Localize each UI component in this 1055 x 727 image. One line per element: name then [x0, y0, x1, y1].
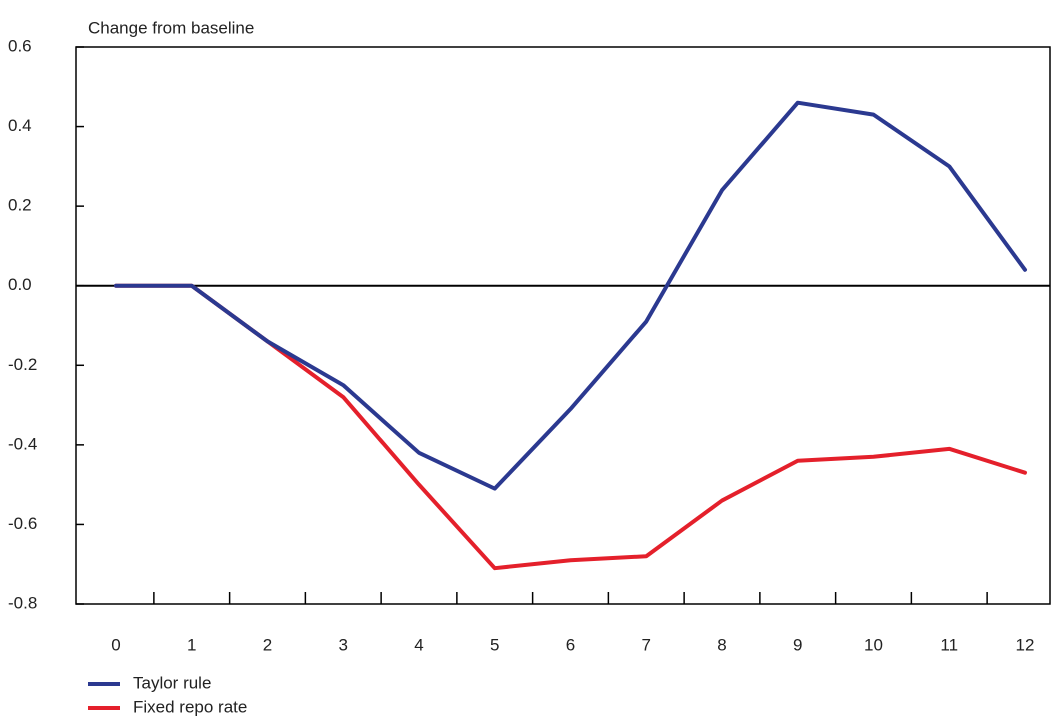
y-tick-label: 0.0 — [8, 275, 32, 294]
x-tick-label: 10 — [864, 635, 883, 654]
y-tick-label: -0.6 — [8, 514, 37, 533]
y-tick-label: 0.4 — [8, 116, 32, 135]
x-tick-label: 1 — [187, 635, 196, 654]
x-tick-label: 12 — [1016, 635, 1035, 654]
x-tick-label: 2 — [263, 635, 272, 654]
x-tick-label: 7 — [642, 635, 651, 654]
y-tick-label: -0.4 — [8, 434, 37, 453]
x-tick-label: 8 — [717, 635, 726, 654]
x-tick-label: 0 — [111, 635, 120, 654]
y-axis-label: Change from baseline — [88, 18, 254, 37]
series-line — [114, 100, 1027, 491]
x-tick-label: 9 — [793, 635, 802, 654]
x-tick-label: 5 — [490, 635, 499, 654]
x-tick-label: 6 — [566, 635, 575, 654]
x-tick-label: 11 — [940, 635, 958, 654]
plot-frame — [75, 46, 1051, 605]
y-tick-label: -0.8 — [8, 593, 37, 612]
legend-label: Taylor rule — [133, 673, 211, 692]
x-tick-label: 4 — [414, 635, 423, 654]
legend-label: Fixed repo rate — [133, 697, 247, 716]
y-tick-label: 0.2 — [8, 196, 32, 215]
x-tick-label: 3 — [339, 635, 348, 654]
y-tick-label: 0.6 — [8, 36, 32, 55]
y-tick-label: -0.2 — [8, 355, 37, 374]
